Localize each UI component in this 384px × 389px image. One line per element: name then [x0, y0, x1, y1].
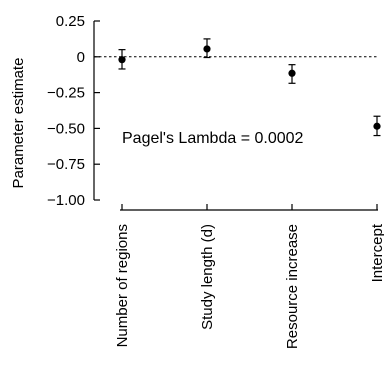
pagels-lambda-annotation: Pagel's Lambda = 0.0002	[122, 130, 304, 147]
y-tick-label: −0.50	[47, 120, 85, 137]
point-marker	[118, 56, 126, 64]
x-tick-label: Study length (d)	[199, 224, 216, 330]
x-tick-label: Intercept	[369, 223, 384, 282]
point-marker	[373, 122, 381, 130]
y-axis: 0.25 0 −0.25 −0.50 −0.75 −1.00	[47, 13, 100, 209]
y-tick-label: −1.00	[47, 192, 85, 209]
y-tick-label: 0.25	[56, 13, 85, 30]
y-tick-label: −0.75	[47, 156, 85, 173]
data-point-3	[288, 64, 296, 84]
point-marker	[288, 69, 296, 77]
y-tick-label: 0	[77, 49, 85, 66]
x-axis: Number of regions Study length (d) Resourc…	[114, 204, 384, 349]
y-axis-label: Parameter estimate	[10, 58, 27, 189]
y-tick-label: −0.25	[47, 85, 85, 102]
x-tick-label: Resource increase	[284, 224, 301, 349]
data-point-2	[203, 38, 211, 59]
point-marker	[203, 45, 211, 53]
x-tick-label: Number of regions	[114, 224, 131, 347]
data-points	[118, 38, 381, 137]
data-point-4	[373, 115, 381, 137]
data-point-1	[118, 49, 126, 70]
